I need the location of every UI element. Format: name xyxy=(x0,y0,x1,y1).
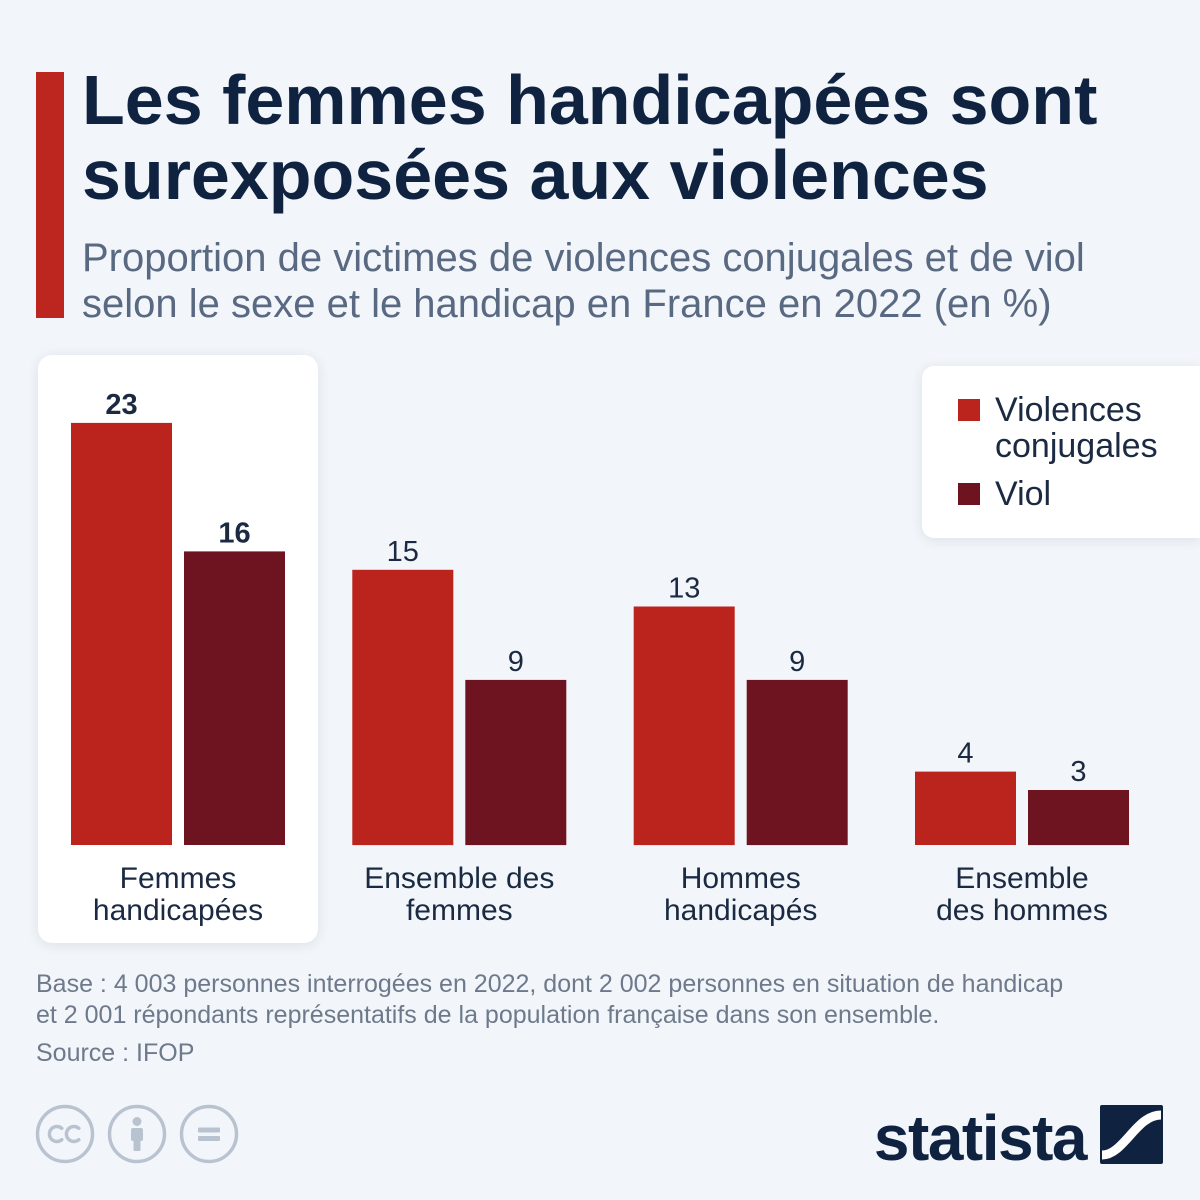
category-label-femmes-handicapees: Femmes handicapées xyxy=(93,862,263,927)
attribution-icon xyxy=(107,1104,167,1164)
bar-group-ensemble-des-hommes: 4 3 Ensemble des hommes xyxy=(915,738,1129,927)
creative-commons-icon xyxy=(35,1104,95,1164)
bar-violences-conjugales-hommes-handicapes xyxy=(633,606,735,846)
legend-label-violences-conjugales: Violences conjugales xyxy=(995,391,1158,465)
no-derivatives-icon xyxy=(179,1104,239,1164)
bar-group-hommes-handicapes: 13 9 Hommes handicapés xyxy=(633,573,848,927)
category-label-line: handicapées xyxy=(93,894,263,927)
statista-logo-text: statista xyxy=(873,1102,1088,1174)
legend-swatch-viol xyxy=(958,483,980,505)
value-label-viol-ensemble-des-hommes: 3 xyxy=(1070,756,1086,788)
category-label-ensemble-des-hommes: Ensemble des hommes xyxy=(936,862,1108,927)
value-label-viol-ensemble-des-femmes: 9 xyxy=(508,646,524,678)
legend-label-viol: Viol xyxy=(995,475,1052,513)
title-accent-bar xyxy=(36,72,64,318)
category-label-line: femmes xyxy=(406,894,513,927)
category-label-line: Ensemble des xyxy=(364,862,554,895)
bar-violences-conjugales-femmes-handicapees xyxy=(71,422,172,845)
value-label-violences-conjugales-femmes-handicapees: 23 xyxy=(105,389,137,421)
base-note: Base : 4 003 personnes interrogées en 20… xyxy=(36,970,1064,1029)
category-label-hommes-handicapes: Hommes handicapés xyxy=(664,862,817,927)
value-label-violences-conjugales-ensemble-des-hommes: 4 xyxy=(957,738,973,770)
legend-swatch-violences-conjugales xyxy=(958,399,980,421)
legend-item-violences-conjugales: Violences conjugales xyxy=(922,392,1200,464)
category-label-line: Ensemble xyxy=(955,862,1088,895)
license-icons xyxy=(35,1104,239,1164)
bar-chart: 23 16 Femmes handicapées 15 9 Ensemble des femm… xyxy=(71,389,1129,927)
category-label-line: handicapés xyxy=(664,894,817,927)
bar-viol-hommes-handicapes xyxy=(746,679,848,846)
chart-title: Les femmes handicapées sont surexposées … xyxy=(82,61,1098,214)
bar-viol-femmes-handicapees xyxy=(184,551,285,845)
legend-item-viol: Viol xyxy=(922,476,1200,512)
category-label-line: des hommes xyxy=(936,894,1108,927)
value-label-viol-hommes-handicapes: 9 xyxy=(789,646,805,678)
category-label-line: Femmes xyxy=(120,862,237,895)
bar-viol-ensemble-des-hommes xyxy=(1028,790,1129,846)
bar-viol-ensemble-des-femmes xyxy=(465,679,567,846)
source-note: Source : IFOP xyxy=(36,1039,195,1067)
chart-subtitle: Proportion de victimes de violences conj… xyxy=(82,236,1085,326)
category-label-line: Hommes xyxy=(681,862,801,895)
bar-group-femmes-handicapees: 23 16 Femmes handicapées xyxy=(71,389,285,927)
bar-group-ensemble-des-femmes: 15 9 Ensemble des femmes xyxy=(352,536,567,927)
statista-mark-icon xyxy=(1100,1105,1163,1164)
bar-violences-conjugales-ensemble-des-hommes xyxy=(915,771,1016,845)
legend: Violences conjugales Viol xyxy=(922,366,1200,538)
bar-violences-conjugales-ensemble-des-femmes xyxy=(352,569,454,846)
category-label-ensemble-des-femmes: Ensemble des femmes xyxy=(364,862,554,927)
value-label-viol-femmes-handicapees: 16 xyxy=(218,517,250,549)
value-label-violences-conjugales-ensemble-des-femmes: 15 xyxy=(387,536,419,568)
value-label-violences-conjugales-hommes-handicapes: 13 xyxy=(668,573,700,605)
